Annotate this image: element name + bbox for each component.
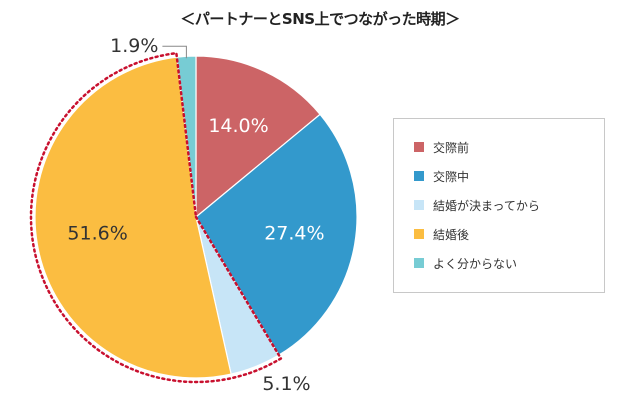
legend-label: 結婚後 [433, 227, 470, 242]
legend-swatch [414, 171, 424, 181]
pie-slice-2 [195, 113, 358, 356]
chart-title: ＜パートナーとSNS上でつながった時期＞ [180, 10, 460, 28]
highlight-group [29, 51, 283, 384]
pie-slice-4 [34, 56, 232, 379]
data-label-3: 5.1% [262, 373, 310, 395]
data-label-2: 27.4% [264, 222, 324, 244]
legend-swatch [414, 200, 424, 210]
legend: 交際前交際中結婚が決まってから 結婚後よく分からない [393, 118, 605, 293]
pie-slice-1 [195, 55, 321, 219]
legend-label: 交際前 [433, 140, 470, 155]
pie-labels: 14.0% 27.4% 5.1% 51.6% 1.9% [67, 35, 324, 395]
legend-label: 結婚が決まってから [433, 198, 540, 213]
data-label-4: 51.6% [67, 222, 127, 244]
legend-swatch [414, 258, 424, 268]
legend-item-1: 交際前 [414, 139, 469, 155]
legend-item-3: 結婚が決まってから [414, 197, 540, 213]
legend-swatch [414, 229, 424, 239]
highlight-outline [29, 51, 283, 384]
legend-label: よく分からない [433, 256, 518, 271]
data-label-5: 1.9% [110, 35, 158, 57]
legend-swatch [414, 142, 424, 152]
legend-item-4: 結婚後 [414, 226, 469, 242]
leader-line [162, 45, 187, 59]
legend-label: 交際中 [433, 169, 470, 184]
legend-item-5: よく分からない [414, 255, 517, 271]
data-label-1: 14.0% [208, 115, 268, 137]
legend-item-2: 交際中 [414, 168, 469, 184]
